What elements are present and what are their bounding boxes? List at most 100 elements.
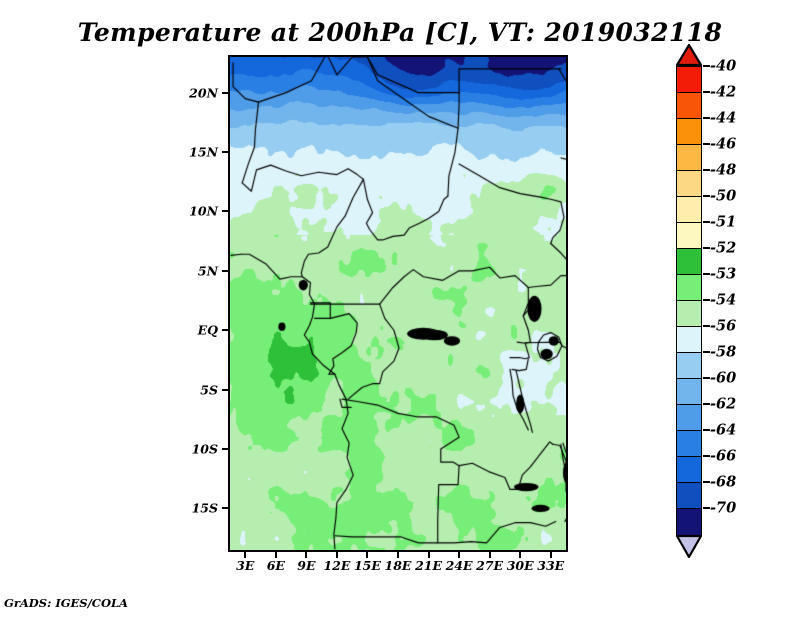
latitude-tick-label: 15N — [189, 144, 218, 160]
latitude-tick-mark — [222, 388, 228, 391]
colorbar-tick-mark — [703, 455, 710, 457]
colorbar-swatch — [676, 248, 702, 276]
colorbar: -40 -42 -44 -46 -48 -50 -51 -52 -53 -54 -56 -58 -60 -… — [672, 44, 792, 564]
colorbar-tick-label: -66 — [710, 447, 737, 465]
colorbar-tick-label: -60 — [710, 369, 737, 387]
page-title: Temperature at 200hPa [C], VT: 201903211… — [77, 18, 723, 47]
latitude-tick-mark — [222, 210, 228, 213]
colorbar-tick-label: -54 — [710, 291, 737, 309]
colorbar-over-arrow — [676, 44, 702, 66]
latitude-tick-label: 5S — [200, 382, 218, 398]
colorbar-tick-mark — [703, 169, 710, 171]
colorbar-under-arrow — [676, 534, 702, 558]
colorbar-tick-label: -40 — [710, 57, 737, 75]
colorbar-swatch — [676, 508, 702, 536]
colorbar-tick-label: -62 — [710, 395, 737, 413]
colorbar-swatch — [676, 300, 702, 328]
colorbar-swatch — [676, 170, 702, 198]
longitude-tick-label: 18E — [384, 558, 412, 573]
colorbar-tick-label: -52 — [710, 239, 737, 257]
longitude-tick-mark — [305, 552, 308, 558]
longitude-tick-mark — [335, 552, 338, 558]
latitude-tick-mark — [222, 269, 228, 272]
colorbar-swatch — [676, 352, 702, 380]
colorbar-swatch — [676, 404, 702, 432]
colorbar-tick-label: -53 — [710, 265, 737, 283]
colorbar-tick-mark — [703, 247, 710, 249]
longitude-tick-mark — [366, 552, 369, 558]
longitude-tick-label: 12E — [323, 558, 351, 573]
latitude-tick-mark — [222, 329, 228, 332]
colorbar-tick-mark — [703, 117, 710, 119]
longitude-tick-mark — [549, 552, 552, 558]
colorbar-tick-label: -56 — [710, 317, 737, 335]
longitude-tick-mark — [427, 552, 430, 558]
colorbar-swatch — [676, 482, 702, 510]
latitude-tick-mark — [222, 91, 228, 94]
longitude-tick-mark — [458, 552, 461, 558]
colorbar-tick-mark — [703, 143, 710, 145]
colorbar-tick-mark — [703, 403, 710, 405]
colorbar-tick-label: -42 — [710, 83, 737, 101]
latitude-tick-mark — [222, 151, 228, 154]
colorbar-swatch — [676, 118, 702, 146]
longitude-tick-label: 21E — [415, 558, 442, 573]
latitude-tick-mark — [222, 448, 228, 451]
colorbar-tick-mark — [703, 299, 710, 301]
longitude-tick-label: 27E — [476, 558, 504, 573]
colorbar-tick-mark — [703, 273, 710, 275]
credit-label: GrADS: IGES/COLA — [4, 596, 128, 610]
latitude-tick-mark — [222, 507, 228, 510]
colorbar-tick-mark — [703, 195, 710, 197]
colorbar-tick-mark — [703, 377, 710, 379]
colorbar-swatch — [676, 66, 702, 94]
colorbar-tick-mark — [703, 429, 710, 431]
colorbar-tick-label: -70 — [710, 499, 737, 517]
colorbar-swatch — [676, 144, 702, 172]
colorbar-swatch — [676, 378, 702, 406]
latitude-tick-label: EQ — [197, 322, 218, 338]
colorbar-tick-label: -48 — [710, 161, 737, 179]
colorbar-tick-label: -51 — [710, 213, 737, 231]
colorbar-tick-mark — [703, 91, 710, 93]
colorbar-swatch — [676, 92, 702, 120]
longitude-tick-label: 3E — [236, 558, 255, 573]
longitude-tick-label: 9E — [297, 558, 316, 573]
longitude-tick-mark — [397, 552, 399, 558]
map-plot-area — [228, 55, 568, 552]
colorbar-tick-mark — [703, 351, 710, 353]
colorbar-swatch — [676, 196, 702, 224]
latitude-tick-label: 5N — [197, 263, 218, 279]
longitude-tick-label: 30E — [506, 558, 534, 573]
colorbar-tick-mark — [703, 481, 710, 483]
colorbar-tick-label: -68 — [710, 473, 737, 491]
colorbar-tick-mark — [703, 325, 710, 327]
colorbar-tick-mark — [703, 65, 710, 67]
colorbar-tick-label: -44 — [710, 109, 737, 127]
longitude-tick-label: 24E — [445, 558, 473, 573]
longitude-tick-label: 33E — [537, 558, 565, 573]
colorbar-tick-label: -64 — [710, 421, 737, 439]
colorbar-tick-mark — [703, 221, 710, 223]
longitude-tick-mark — [488, 552, 491, 558]
latitude-tick-label: 20N — [189, 85, 218, 101]
colorbar-swatch — [676, 326, 702, 354]
temperature-field-raster — [230, 57, 566, 550]
longitude-tick-mark — [244, 552, 247, 558]
longitude-tick-mark — [274, 552, 277, 558]
colorbar-tick-label: -46 — [710, 135, 737, 153]
colorbar-tick-label: -58 — [710, 343, 737, 361]
colorbar-tick-mark — [703, 507, 710, 509]
colorbar-swatch — [676, 274, 702, 302]
colorbar-swatch — [676, 222, 702, 250]
longitude-tick-label: 15E — [353, 558, 381, 573]
colorbar-swatch — [676, 430, 702, 458]
latitude-tick-label: 15S — [191, 500, 218, 516]
latitude-tick-label: 10N — [189, 203, 218, 219]
colorbar-swatch — [676, 456, 702, 484]
longitude-tick-mark — [519, 552, 522, 558]
latitude-tick-label: 10S — [191, 441, 218, 457]
colorbar-tick-label: -50 — [710, 187, 737, 205]
longitude-tick-label: 6E — [266, 558, 285, 573]
